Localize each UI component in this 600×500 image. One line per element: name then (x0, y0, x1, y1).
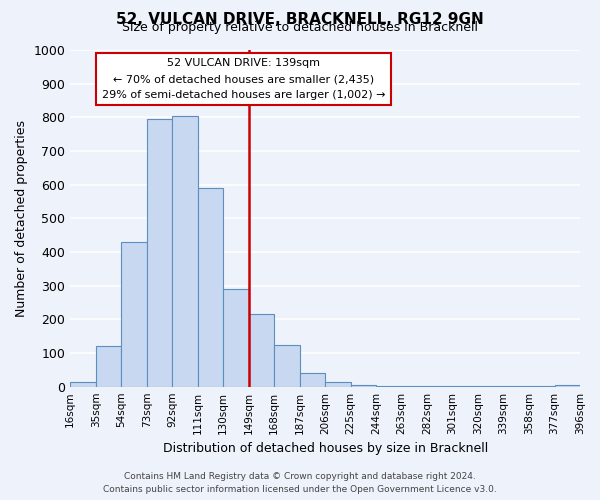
Bar (248, 314, 274, 386)
Text: Size of property relative to detached houses in Bracknell: Size of property relative to detached ho… (122, 22, 478, 35)
Bar (554, 385, 580, 386)
Bar (70, 382, 96, 386)
Bar (299, 373, 325, 386)
Bar (172, 116, 198, 386)
X-axis label: Distribution of detached houses by size in Bracknell: Distribution of detached houses by size … (163, 442, 488, 455)
Bar (121, 242, 147, 386)
Bar (198, 188, 223, 386)
Y-axis label: Number of detached properties: Number of detached properties (15, 120, 28, 317)
Text: 52, VULCAN DRIVE, BRACKNELL, RG12 9GN: 52, VULCAN DRIVE, BRACKNELL, RG12 9GN (116, 12, 484, 26)
Text: 52 VULCAN DRIVE: 139sqm
← 70% of detached houses are smaller (2,435)
29% of semi: 52 VULCAN DRIVE: 139sqm ← 70% of detache… (102, 58, 385, 100)
Bar (274, 344, 299, 387)
Text: Contains HM Land Registry data © Crown copyright and database right 2024.
Contai: Contains HM Land Registry data © Crown c… (103, 472, 497, 494)
Bar (223, 289, 248, 386)
Bar (325, 382, 350, 386)
Bar (147, 119, 172, 386)
Bar (96, 346, 121, 387)
Bar (350, 385, 376, 386)
